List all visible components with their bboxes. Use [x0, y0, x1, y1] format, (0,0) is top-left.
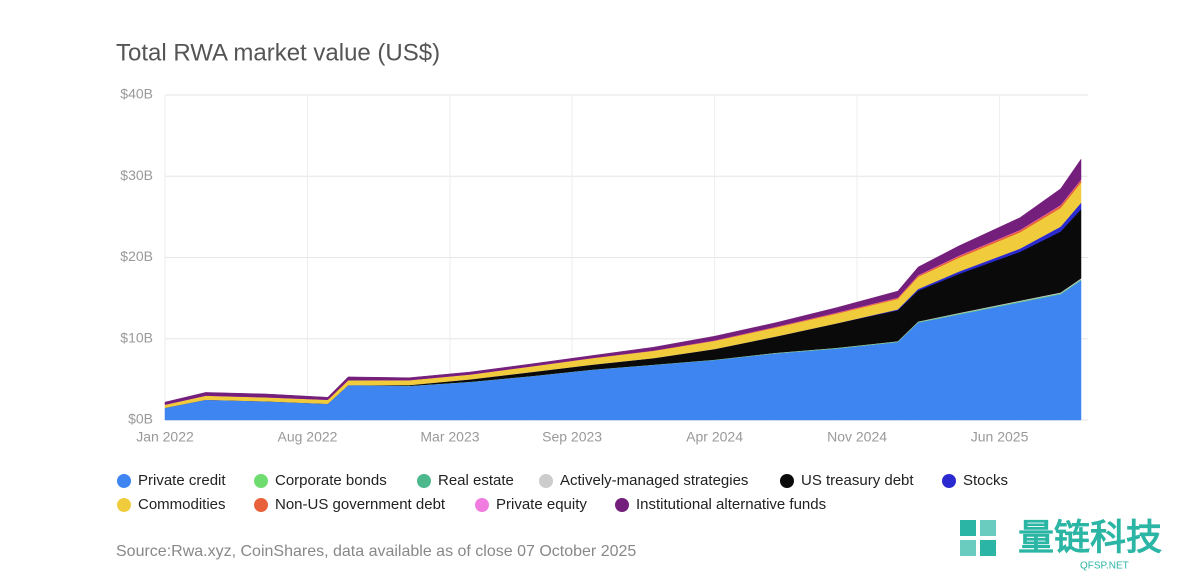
legend-label: Actively-managed strategies: [560, 472, 748, 489]
legend-marker: [254, 474, 268, 488]
legend-marker: [475, 498, 489, 512]
legend-label: Institutional alternative funds: [636, 496, 826, 513]
legend-label: Stocks: [963, 472, 1008, 489]
legend-marker: [117, 474, 131, 488]
x-tick-label: Jun 2025: [971, 429, 1029, 445]
x-tick-label: Sep 2023: [542, 429, 602, 445]
y-tick-label: $0B: [128, 411, 153, 427]
legend-marker: [539, 474, 553, 488]
x-tick-label: Aug 2022: [278, 429, 338, 445]
y-tick-label: $10B: [120, 329, 153, 345]
legend-label: Private credit: [138, 472, 226, 489]
logo-block: [960, 540, 976, 556]
watermark-name: 量链科技: [1018, 517, 1162, 558]
x-tick-label: Mar 2023: [420, 429, 479, 445]
legend-marker: [615, 498, 629, 512]
legend-label: Non-US government debt: [275, 496, 446, 513]
logo-block: [960, 520, 976, 536]
legend-marker: [117, 498, 131, 512]
y-tick-label: $40B: [120, 86, 153, 102]
chart-title: Total RWA market value (US$): [116, 39, 440, 66]
area: [164, 158, 1082, 405]
x-tick-label: Apr 2024: [686, 429, 743, 445]
x-tick-label: Jan 2022: [136, 429, 194, 445]
y-tick-label: $20B: [120, 248, 153, 264]
legend-label: Commodities: [138, 496, 226, 513]
legend-marker: [942, 474, 956, 488]
legend-label: Real estate: [438, 472, 514, 489]
legend-label: US treasury debt: [801, 472, 914, 489]
logo-block: [980, 540, 996, 556]
watermark: 量链科技 QFSP.NET: [960, 517, 1162, 572]
legend-marker: [780, 474, 794, 488]
y-tick-label: $30B: [120, 167, 153, 183]
legend-label: Corporate bonds: [275, 472, 387, 489]
legend-marker: [254, 498, 268, 512]
legend-marker: [417, 474, 431, 488]
logo-block: [980, 520, 996, 536]
legend-label: Private equity: [496, 496, 587, 513]
watermark-site: QFSP.NET: [1080, 561, 1129, 572]
x-tick-label: Nov 2024: [827, 429, 887, 445]
source: Source:Rwa.xyz, CoinShares, data availab…: [116, 543, 636, 560]
